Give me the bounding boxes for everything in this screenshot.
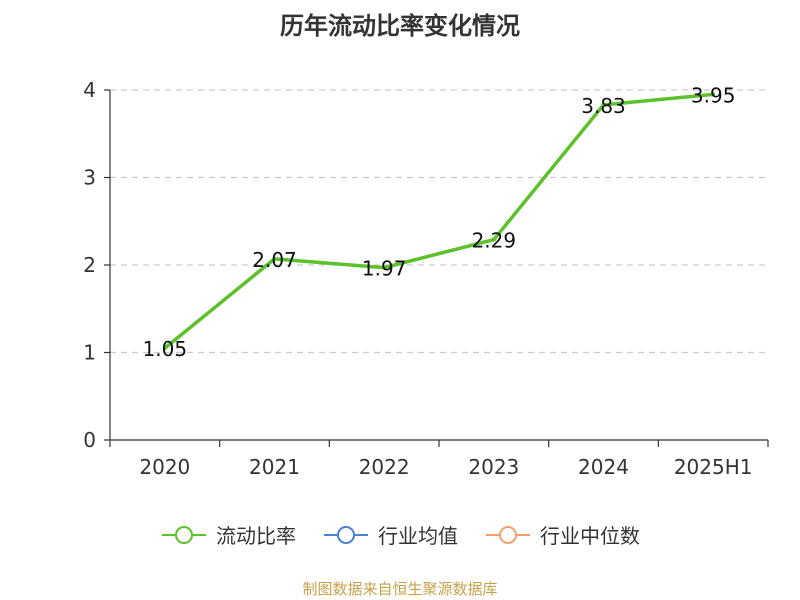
data-label-0-0: 1.05: [143, 337, 188, 361]
legend-label: 行业中位数: [540, 524, 640, 548]
legend-item-2[interactable]: 行业中位数: [484, 520, 640, 549]
x-tick-label-0: 2020: [139, 455, 190, 479]
data-point-0-3: [491, 237, 496, 242]
x-tick-label-5: 2025H1: [674, 455, 753, 479]
x-tick-label-3: 2023: [468, 455, 519, 479]
legend-marker-icon: [162, 525, 206, 544]
data-point-0-2: [382, 265, 387, 270]
legend-marker-icon: [324, 525, 368, 544]
y-tick-label-1: 1: [83, 341, 96, 365]
x-tick-label-2: 2022: [359, 455, 410, 479]
y-tick-label-2: 2: [83, 253, 96, 277]
data-point-0-5: [711, 92, 716, 97]
data-label-0-4: 3.83: [581, 94, 626, 118]
legend-item-1[interactable]: 行业均值: [322, 520, 458, 549]
x-tick-label-1: 2021: [249, 455, 300, 479]
data-label-0-1: 2.07: [252, 248, 297, 272]
series-line-0: [163, 92, 715, 350]
y-tick-label-4: 4: [83, 78, 96, 102]
data-point-0-0: [162, 346, 167, 351]
legend-label: 行业均值: [378, 524, 458, 548]
y-tick-label-0: 0: [83, 428, 96, 452]
legend: 流动比率 行业均值 行业中位数: [0, 520, 800, 549]
legend-label: 流动比率: [216, 524, 296, 548]
data-point-0-1: [272, 256, 277, 261]
x-axis-ticks: 2020 2021 2022 2023 2024 2025H1: [109, 440, 769, 479]
y-axis-ticks: 0 1 2 3 4: [83, 78, 110, 452]
y-tick-label-3: 3: [83, 166, 96, 190]
chart-title: 历年流动比率变化情况: [280, 12, 520, 40]
data-labels: 1.05 2.07 1.97 2.29 3.83 3.95: [143, 83, 736, 361]
legend-item-0[interactable]: 流动比率: [160, 520, 296, 549]
legend-marker-icon: [486, 525, 530, 544]
data-point-0-4: [601, 102, 606, 107]
series-group: [162, 92, 716, 351]
line-chart: 0 1 2 3 4 2020 2021 2022 2023 2024 2025H1 1.05 2.0…: [83, 78, 769, 479]
source-note: 制图数据来自恒生聚源数据库: [302, 580, 498, 598]
axes: [109, 90, 768, 441]
x-tick-label-4: 2024: [578, 455, 629, 479]
data-label-0-5: 3.95: [691, 83, 736, 107]
data-label-0-3: 2.29: [472, 229, 517, 253]
data-label-0-2: 1.97: [362, 257, 407, 281]
